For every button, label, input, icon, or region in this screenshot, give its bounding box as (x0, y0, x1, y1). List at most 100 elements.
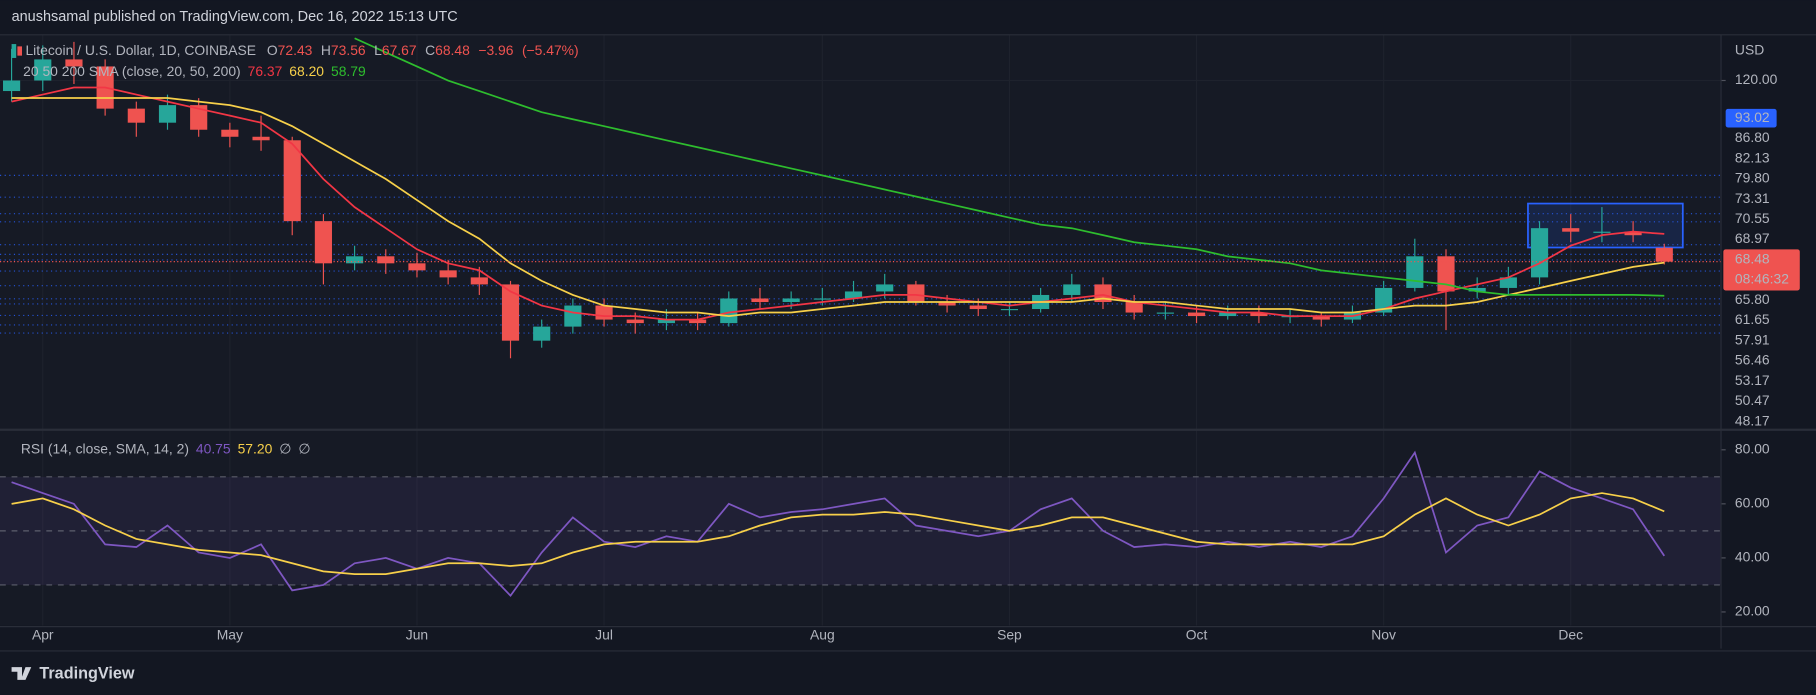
change-percent: (−5.47%) (522, 42, 579, 58)
ohlc-value: 68.48 (435, 42, 470, 58)
candle-body (1655, 247, 1673, 262)
level-label: 86.80 (1735, 129, 1770, 145)
candle-body (938, 302, 956, 306)
candle-body (533, 326, 551, 341)
y-tick-label: 20.00 (1735, 603, 1770, 619)
ohlc-label: C (425, 42, 435, 58)
currency: USD (1735, 42, 1764, 58)
level-label: 70.55 (1735, 210, 1770, 226)
candle-body (1125, 302, 1143, 313)
publisher: anushsamal published on TradingView.com,… (12, 9, 458, 25)
y-tick-label: 40.00 (1735, 549, 1770, 565)
x-tick-label: Apr (32, 627, 54, 643)
candle-body (283, 140, 301, 222)
range-box (1527, 202, 1684, 249)
candle-body (1468, 287, 1486, 292)
candle-body (844, 291, 863, 299)
ohlc-value: 73.56 (331, 42, 366, 58)
ohlc-value: 72.43 (278, 42, 313, 58)
candle-body (190, 105, 208, 130)
axes: Apr May Jun Jul Aug Sep Oct Nov Dec 120.00 80.00 60… (32, 71, 1800, 643)
candle-body (1250, 312, 1268, 317)
x-tick-label: May (217, 627, 243, 643)
candle-body (720, 298, 738, 324)
candle-body (221, 129, 239, 137)
legend-value: 76.37 (248, 63, 283, 79)
candle-body (1593, 231, 1611, 233)
icon (11, 44, 17, 58)
candle-body (626, 319, 644, 324)
ohlc-label: H (321, 42, 331, 58)
candle-body (595, 305, 613, 320)
level-label: 82.13 (1735, 149, 1770, 165)
legend-value: 57.20 (238, 440, 273, 456)
candle-body (1437, 256, 1455, 292)
legend-value: 40.75 (196, 440, 231, 456)
candle-body (1187, 312, 1206, 317)
grid (0, 34, 1722, 626)
level-label: 79.80 (1735, 170, 1770, 186)
level-label: 57.91 (1735, 331, 1770, 347)
x-tick-label: Sep (997, 627, 1022, 643)
indicator-line (11, 492, 1665, 576)
candle-body (813, 298, 831, 300)
level-label: 73.31 (1735, 190, 1770, 206)
level-label: 65.80 (1735, 291, 1770, 307)
indicator-title: RSI (14, close, SMA, 14, 2) (21, 440, 189, 456)
candle-body (782, 298, 800, 303)
x-tick-label: Oct (1186, 627, 1208, 643)
candle-body (1312, 316, 1330, 320)
footer-logo: TradingView (11, 664, 135, 682)
y-tick-label: 80.00 (1735, 440, 1770, 456)
price-legend: Litecoin / U.S. Dollar, 1D, COINBASE O72… (25, 42, 578, 58)
indicator-line (354, 37, 1665, 297)
x-tick-label: Dec (1558, 627, 1583, 643)
price-pane (0, 37, 1722, 359)
level-label: 56.46 (1735, 352, 1770, 368)
candle-body (65, 59, 83, 67)
legend-symbol: ∅ (279, 440, 291, 456)
candle-body (127, 108, 145, 123)
candle-body (751, 298, 769, 303)
candle-body (1063, 284, 1081, 295)
icon (17, 46, 23, 56)
candle-body (657, 319, 675, 324)
sma-legend: 20 50 200 SMA (close, 20, 50, 200) 76.37 6… (23, 63, 366, 79)
candle-body (1406, 256, 1424, 288)
candle-body (158, 105, 177, 123)
candle-body (1000, 309, 1019, 311)
legend-value: 68.20 (289, 63, 324, 79)
x-tick-label: Aug (810, 627, 835, 643)
ohlc-label: O (267, 42, 278, 58)
candle-body (564, 305, 582, 327)
x-tick-label: Jun (406, 627, 428, 643)
ohlc-value: 67.67 (382, 42, 417, 58)
symbol-icon (11, 44, 23, 58)
plot-background (0, 34, 1722, 626)
legend-symbol: ∅ (298, 440, 310, 456)
level-label: 61.65 (1735, 311, 1770, 327)
candle-body (1219, 312, 1237, 317)
level-label: 53.17 (1735, 372, 1770, 388)
candle-body (969, 305, 987, 310)
candle-body (34, 59, 52, 81)
candle-body (439, 270, 457, 278)
level-label: 48.17 (1735, 412, 1770, 428)
candle-body (314, 221, 332, 264)
price-label-bg (1723, 249, 1800, 291)
indicator-line (11, 86, 1665, 321)
x-tick-label: Nov (1371, 627, 1396, 643)
brand: TradingView (39, 664, 135, 682)
logo-mark (11, 667, 32, 680)
candle-body (346, 256, 364, 264)
symbol-title: Litecoin / U.S. Dollar, 1D, COINBASE (25, 42, 256, 58)
candle-body (1530, 228, 1549, 278)
ohlc-label: L (374, 42, 382, 58)
level-label-bg (1725, 108, 1777, 128)
candle-body (1499, 277, 1517, 288)
y-tick-label: 60.00 (1735, 495, 1770, 511)
x-tick-label: Jul (595, 627, 613, 643)
candle-body (408, 263, 426, 271)
